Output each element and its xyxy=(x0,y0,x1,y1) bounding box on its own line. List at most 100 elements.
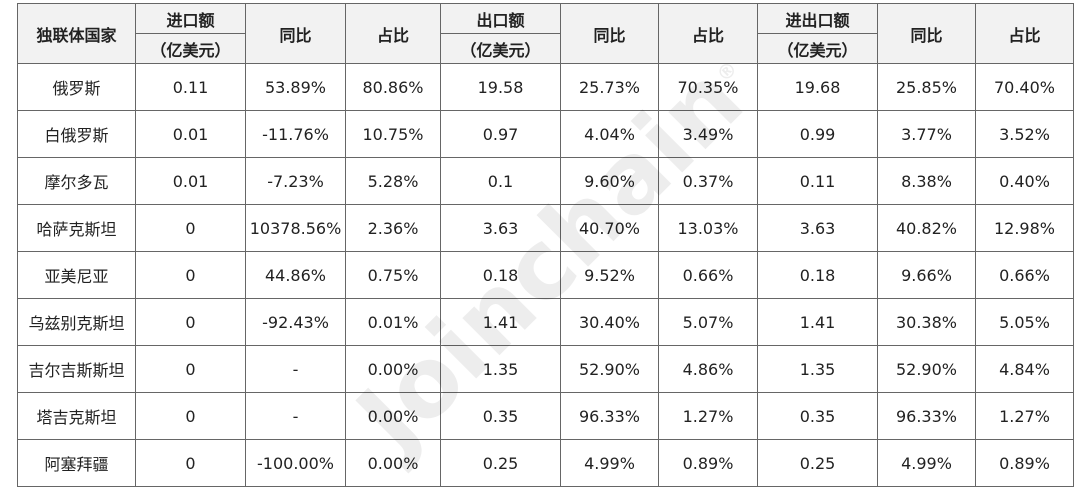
table-cell: 4.99% xyxy=(877,439,976,487)
table-cell: 0.01 xyxy=(135,110,246,158)
header-cell: 同比 xyxy=(560,3,659,64)
table-cell: 0.01% xyxy=(345,298,441,346)
table-cell: 0.1 xyxy=(440,157,561,205)
table-row: 乌兹别克斯坦 0 -92.43% 0.01% 1.41 30.40% 5.07% 1.41 30… xyxy=(17,298,1074,346)
table-cell: 0.35 xyxy=(757,392,878,440)
table-cell: 1.27% xyxy=(658,392,758,440)
table-row: 白俄罗斯 0.01 -11.76% 10.75% 0.97 4.04% 3.49% 0.99 3… xyxy=(17,110,1074,158)
table-cell: 3.63 xyxy=(757,204,878,252)
table-cell: 哈萨克斯坦 xyxy=(17,204,136,252)
table-cell: -7.23% xyxy=(245,157,346,205)
table-cell: 0.18 xyxy=(440,251,561,299)
table-cell: 30.38% xyxy=(877,298,976,346)
table-cell: 96.33% xyxy=(877,392,976,440)
table-cell: 0 xyxy=(135,204,246,252)
header-cell: （亿美元） xyxy=(440,33,561,64)
table-cell: 0 xyxy=(135,345,246,393)
table-cell: 0.00% xyxy=(345,392,441,440)
table-cell: -11.76% xyxy=(245,110,346,158)
table-cell: 96.33% xyxy=(560,392,659,440)
table-cell: 0.18 xyxy=(757,251,878,299)
header-cell: 进口额 xyxy=(135,3,246,34)
header-row: （亿美元） （亿美元） （亿美元） xyxy=(18,33,1074,64)
table-cell: 52.90% xyxy=(560,345,659,393)
table-cell: 0.75% xyxy=(345,251,441,299)
table-cell: 30.40% xyxy=(560,298,659,346)
table-cell: 0.00% xyxy=(345,439,441,487)
table-row: 塔吉克斯坦 0-0.00% 0.35 96.33% 1.27% 0.35 96.33% 1.2… xyxy=(17,392,1074,440)
table-cell: 8.38% xyxy=(877,157,976,205)
table-cell: 1.41 xyxy=(757,298,878,346)
table-cell: 4.99% xyxy=(560,439,659,487)
table-cell: 10.75% xyxy=(345,110,441,158)
table-cell: 1.35 xyxy=(757,345,878,393)
table-cell: 0.01 xyxy=(135,157,246,205)
table-cell: 5.07% xyxy=(658,298,758,346)
table-cell: 4.04% xyxy=(560,110,659,158)
table-cell: 1.27% xyxy=(975,392,1074,440)
header-cell: 进出口额 xyxy=(757,3,878,34)
table-cell: 0.25 xyxy=(757,439,878,487)
header-cell: 独联体国家 xyxy=(17,3,136,64)
table-cell: 19.68 xyxy=(757,63,878,111)
table-cell: 25.85% xyxy=(877,63,976,111)
table-cell: 9.60% xyxy=(560,157,659,205)
table-cell: 0.97 xyxy=(440,110,561,158)
table-cell: 3.77% xyxy=(877,110,976,158)
table-cell: 3.49% xyxy=(658,110,758,158)
header-cell: 占比 xyxy=(975,3,1074,64)
table-cell: 0.35 xyxy=(440,392,561,440)
table-cell: -92.43% xyxy=(245,298,346,346)
header-cell: 同比 xyxy=(877,3,976,64)
header-cell: 出口额 xyxy=(440,3,561,34)
table-cell: 0.66% xyxy=(975,251,1074,299)
table-body: 俄罗斯 0.11 53.89% 80.86% 19.58 25.73% 70.35% 19.6… xyxy=(17,63,1074,487)
table-cell: 0.11 xyxy=(135,63,246,111)
table-cell: 俄罗斯 xyxy=(17,63,136,111)
table-cell: 3.63 xyxy=(440,204,561,252)
table-cell: 0.89% xyxy=(658,439,758,487)
table-row: 哈萨克斯坦 0 10378.56% 2.36% 3.63 40.70% 13.03% 3.63… xyxy=(17,204,1074,252)
header-row: 独联体国家 进口额 同比 占比 出口额 同比 占比 进出口额 同比 占比 xyxy=(17,3,1074,64)
table-cell: 塔吉克斯坦 xyxy=(17,392,136,440)
table-cell: 0.25 xyxy=(440,439,561,487)
table-cell: 9.66% xyxy=(877,251,976,299)
table-cell: 80.86% xyxy=(345,63,441,111)
table-cell: 3.52% xyxy=(975,110,1074,158)
table-cell: -100.00% xyxy=(245,439,346,487)
table-cell: 0.89% xyxy=(975,439,1074,487)
table-cell: 0 xyxy=(135,298,246,346)
table-cell: 1.41 xyxy=(440,298,561,346)
table-cell: 0.66% xyxy=(658,251,758,299)
table-cell: 白俄罗斯 xyxy=(17,110,136,158)
table-cell: 10378.56% xyxy=(245,204,346,252)
table-cell: 乌兹别克斯坦 xyxy=(17,298,136,346)
table-cell: 0.37% xyxy=(658,157,758,205)
header-cell: （亿美元） xyxy=(757,33,878,64)
table-row: 亚美尼亚 0 44.86% 0.75% 0.18 9.52% 0.66% 0.18 9.66% 0… xyxy=(17,251,1074,299)
table-cell: 12.98% xyxy=(975,204,1074,252)
table-cell: 1.35 xyxy=(440,345,561,393)
table-cell: 吉尔吉斯斯坦 xyxy=(17,345,136,393)
table-cell: 13.03% xyxy=(658,204,758,252)
table-cell: 4.84% xyxy=(975,345,1074,393)
table-cell: 25.73% xyxy=(560,63,659,111)
table-cell: 40.70% xyxy=(560,204,659,252)
table-cell: 40.82% xyxy=(877,204,976,252)
table-cell: 0.40% xyxy=(975,157,1074,205)
table-cell: 0 xyxy=(135,392,246,440)
table-cell: 52.90% xyxy=(877,345,976,393)
table-cell: 2.36% xyxy=(345,204,441,252)
table-cell: - xyxy=(245,392,346,440)
table-row: 阿塞拜疆 0 -100.00% 0.00% 0.25 4.99% 0.89% 0.25 4.99… xyxy=(17,439,1074,487)
table-cell: 53.89% xyxy=(245,63,346,111)
table-row: 吉尔吉斯斯坦 0-0.00% 1.35 52.90% 4.86% 1.35 52.90% 4.… xyxy=(17,345,1074,393)
table-cell: 70.35% xyxy=(658,63,758,111)
data-table: 独联体国家 进口额 同比 占比 出口额 同比 占比 进出口额 同比 占比 （亿美元） （亿美元） （亿美… xyxy=(17,3,1074,487)
table-cell: 0 xyxy=(135,439,246,487)
table-row: 摩尔多瓦 0.01 -7.23% 5.28% 0.1 9.60% 0.37% 0.11 8.38… xyxy=(17,157,1074,205)
table-cell: 4.86% xyxy=(658,345,758,393)
table-cell: 0.00% xyxy=(345,345,441,393)
table-cell: 44.86% xyxy=(245,251,346,299)
